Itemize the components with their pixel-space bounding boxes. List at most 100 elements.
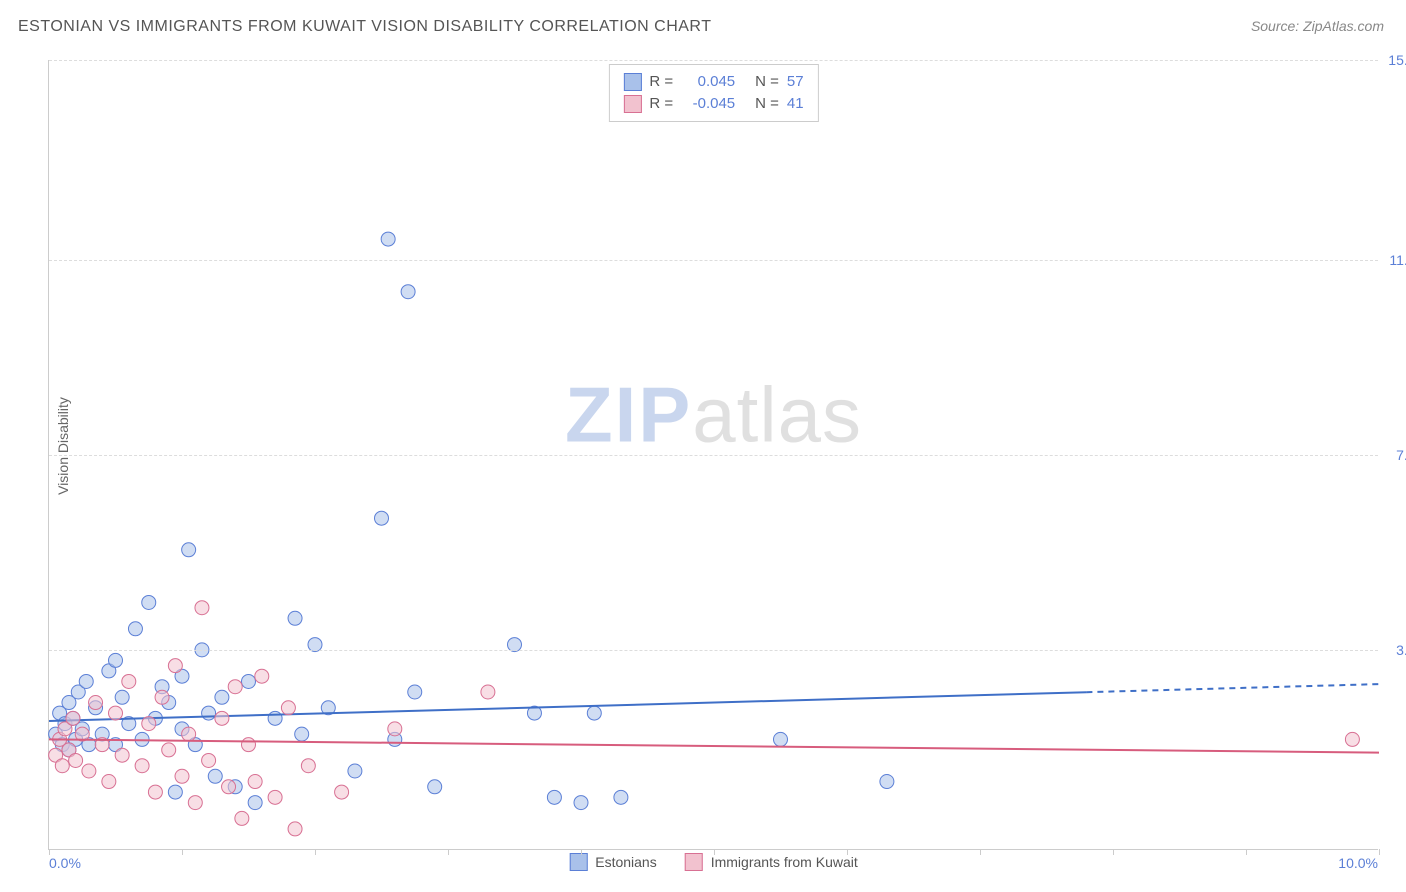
data-point	[481, 685, 495, 699]
data-point	[401, 285, 415, 299]
chart-title: ESTONIAN VS IMMIGRANTS FROM KUWAIT VISIO…	[18, 18, 711, 36]
x-tick	[315, 849, 316, 855]
data-point	[295, 727, 309, 741]
data-point	[587, 706, 601, 720]
x-tick	[49, 849, 50, 855]
y-tick-label: 7.5%	[1383, 447, 1406, 463]
x-tick	[182, 849, 183, 855]
data-point	[388, 722, 402, 736]
data-point	[235, 811, 249, 825]
data-point	[215, 690, 229, 704]
data-point	[428, 780, 442, 794]
data-point	[195, 601, 209, 615]
data-point	[228, 680, 242, 694]
data-point	[155, 690, 169, 704]
y-tick-label: 3.8%	[1383, 642, 1406, 658]
data-point	[375, 511, 389, 525]
data-point	[148, 785, 162, 799]
data-point	[102, 775, 116, 789]
data-point	[574, 796, 588, 810]
data-point	[208, 769, 222, 783]
data-point	[182, 727, 196, 741]
x-tick	[980, 849, 981, 855]
data-point	[880, 775, 894, 789]
legend-row: R = 0.045 N = 57	[623, 71, 803, 93]
data-point	[168, 659, 182, 673]
data-point	[109, 706, 123, 720]
legend-n-value: 41	[787, 93, 804, 115]
y-tick-label: 11.2%	[1383, 252, 1406, 268]
data-point	[774, 732, 788, 746]
data-point	[248, 796, 262, 810]
data-point	[79, 674, 93, 688]
data-point	[268, 790, 282, 804]
data-point	[188, 796, 202, 810]
legend-n-label: N =	[755, 93, 779, 115]
x-tick	[1113, 849, 1114, 855]
plot-area: ZIPatlas R =0.045N =57R =-0.045N =41 Est…	[48, 60, 1378, 850]
legend-swatch	[569, 853, 587, 871]
correlation-legend: R =0.045N =57R =-0.045N =41	[608, 64, 818, 122]
gridline	[49, 60, 1378, 61]
legend-n-value: 57	[787, 71, 804, 93]
gridline	[49, 455, 1378, 456]
data-point	[281, 701, 295, 715]
data-point	[614, 790, 628, 804]
x-tick	[448, 849, 449, 855]
legend-row: R =-0.045N =41	[623, 93, 803, 115]
x-axis-max-label: 10.0%	[1338, 855, 1378, 871]
data-point	[115, 748, 129, 762]
data-point	[381, 232, 395, 246]
data-point	[242, 674, 256, 688]
gridline	[49, 260, 1378, 261]
data-point	[109, 653, 123, 667]
data-point	[69, 753, 83, 767]
data-point	[248, 775, 262, 789]
legend-r-label: R =	[649, 93, 673, 115]
legend-swatch	[685, 853, 703, 871]
legend-swatch	[623, 95, 641, 113]
trend-line-extrapolated	[1086, 684, 1379, 692]
data-point	[202, 706, 216, 720]
data-point	[82, 764, 96, 778]
x-tick	[1246, 849, 1247, 855]
data-point	[66, 711, 80, 725]
data-point	[202, 753, 216, 767]
source-attribution: Source: ZipAtlas.com	[1251, 18, 1384, 34]
legend-r-label: R =	[649, 71, 673, 93]
trend-line	[49, 692, 1086, 721]
data-point	[1345, 732, 1359, 746]
x-axis-min-label: 0.0%	[49, 855, 81, 871]
data-point	[182, 543, 196, 557]
data-point	[268, 711, 282, 725]
legend-swatch	[623, 73, 641, 91]
series-legend-label: Estonians	[595, 854, 656, 870]
x-tick	[847, 849, 848, 855]
data-point	[301, 759, 315, 773]
data-point	[255, 669, 269, 683]
data-point	[135, 759, 149, 773]
data-point	[89, 696, 103, 710]
data-point	[162, 743, 176, 757]
data-point	[128, 622, 142, 636]
data-point	[288, 822, 302, 836]
data-point	[175, 769, 189, 783]
y-tick-label: 15.0%	[1383, 52, 1406, 68]
legend-n-label: N =	[755, 71, 779, 93]
data-point	[222, 780, 236, 794]
data-point	[547, 790, 561, 804]
data-point	[408, 685, 422, 699]
series-legend-item: Immigrants from Kuwait	[685, 853, 858, 871]
data-point	[168, 785, 182, 799]
data-point	[242, 738, 256, 752]
x-tick	[581, 849, 582, 855]
series-legend-item: Estonians	[569, 853, 656, 871]
legend-r-value: 0.045	[681, 71, 735, 93]
data-point	[122, 674, 136, 688]
data-point	[348, 764, 362, 778]
series-legend: Estonians Immigrants from Kuwait	[569, 853, 858, 871]
data-point	[55, 759, 69, 773]
data-point	[142, 717, 156, 731]
data-point	[335, 785, 349, 799]
data-point	[288, 611, 302, 625]
